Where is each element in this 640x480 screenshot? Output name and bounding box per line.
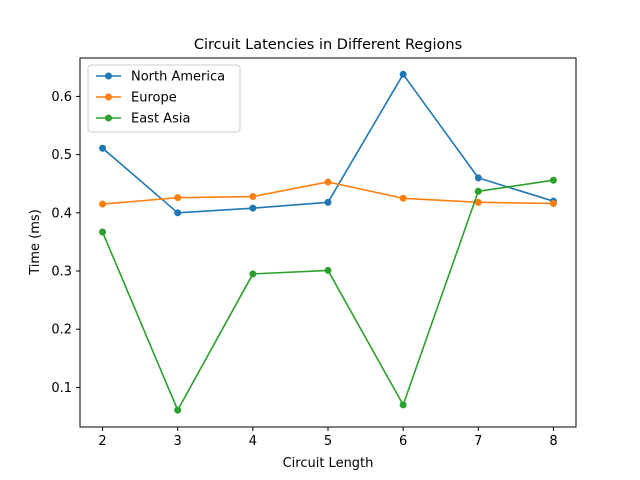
data-point-east-asia (324, 266, 332, 274)
data-point-north-america (174, 209, 182, 217)
x-axis-label: Circuit Length (283, 456, 374, 471)
data-point-north-america (399, 70, 407, 78)
data-point-north-america (99, 144, 107, 152)
chart-title: Circuit Latencies in Different Regions (194, 37, 462, 53)
x-tick-label: 4 (249, 434, 257, 449)
data-point-north-america (249, 204, 257, 212)
data-point-europe (474, 198, 482, 206)
y-tick-label: 0.3 (51, 265, 72, 280)
legend-marker (105, 72, 112, 80)
y-tick-label: 0.6 (51, 90, 72, 105)
data-point-east-asia (249, 270, 257, 278)
data-point-east-asia (174, 406, 182, 414)
y-tick-label: 0.1 (51, 381, 72, 396)
legend-label: Europe (131, 91, 177, 106)
x-tick-label: 3 (174, 434, 182, 449)
data-point-europe (174, 194, 182, 202)
series-line-east-asia (101, 179, 554, 411)
data-point-north-america (474, 174, 482, 182)
data-point-east-asia (474, 187, 482, 195)
data-point-europe (249, 193, 257, 201)
data-point-north-america (324, 198, 332, 206)
data-point-east-asia (549, 176, 557, 184)
legend-label: East Asia (131, 112, 190, 127)
legend-marker (105, 93, 112, 101)
data-point-europe (324, 178, 332, 186)
x-tick-label: 7 (474, 434, 482, 449)
data-point-europe (399, 194, 407, 202)
plot-area: 2 3 4 5 6 7 8 0.1 0.2 0.3 0.4 0.5 0.6 North America Eu… (51, 57, 577, 449)
legend-box (87, 64, 241, 133)
y-axis-label: Time (ms) (28, 209, 43, 276)
x-tick-label: 8 (549, 434, 557, 449)
data-point-europe (99, 200, 107, 208)
data-point-europe (549, 200, 557, 208)
x-tick-label: 2 (98, 434, 106, 449)
data-point-east-asia (99, 228, 107, 236)
legend-marker (105, 114, 112, 122)
legend-label: North America (131, 70, 225, 85)
y-tick-label: 0.2 (51, 323, 72, 338)
y-tick-label: 0.5 (51, 148, 72, 163)
y-tick-label: 0.4 (51, 206, 72, 221)
data-point-east-asia (399, 401, 407, 409)
x-tick-label: 6 (399, 434, 407, 449)
x-tick-label: 5 (324, 434, 332, 449)
